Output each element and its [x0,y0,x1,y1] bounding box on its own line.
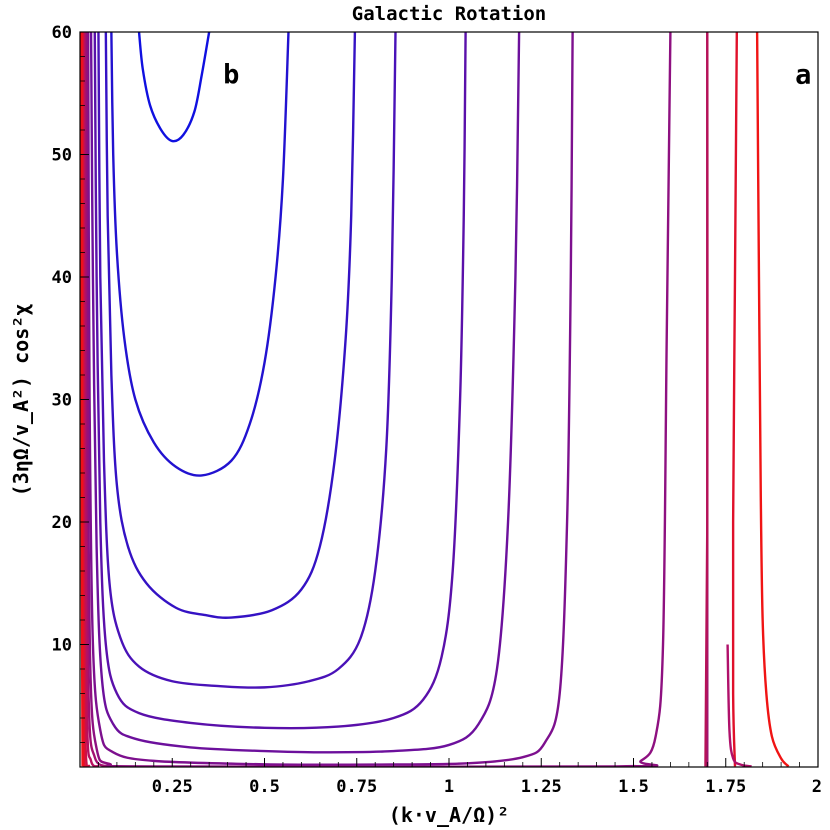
contour-line-13 [80,32,84,767]
contour-line-2 [110,32,290,477]
y-tick-label: 10 [52,636,72,656]
contour-line-4 [97,32,397,689]
contour-line-5 [93,32,467,730]
y-tick-label: 60 [52,23,72,43]
contour-line-1 [137,32,211,143]
x-tick-label: 1.75 [705,777,746,797]
y-tick-label: 40 [52,268,72,288]
contour-curves [80,32,790,767]
contour-line-6 [89,32,521,754]
x-axis-label: (k·v_A/Ω)² [389,803,509,827]
y-tick-label: 20 [52,513,72,533]
x-tick-label: 1 [444,777,454,797]
contour-line-3 [104,32,357,619]
x-tick-label: 1.25 [521,777,562,797]
curve-label-a: a [795,59,811,90]
contour-line-9 [83,32,107,767]
x-tick-label: 1.5 [618,777,649,797]
contour-line-17 [755,32,790,767]
y-tick-label: 30 [52,391,72,411]
x-tick-label: 0.25 [152,777,193,797]
y-axis: 10 20 30 40 50 60 [52,23,89,743]
contour-line-15 [731,32,739,767]
contour-line-18 [726,644,752,767]
x-tick-label: 0.5 [249,777,280,797]
y-axis-label: (3ηΩ/v_A²) cos²χ [9,304,33,497]
chart-title: Galactic Rotation [352,3,546,25]
x-axis: 0.25 0.5 0.75 1 1.25 1.5 1.75 2 [98,758,822,797]
y-tick-label: 50 [52,146,72,166]
x-tick-label: 0.75 [336,777,377,797]
x-tick-label: 2 [812,777,822,797]
contour-line-16 [704,32,709,767]
curve-label-b: b [223,59,239,90]
contour-line-7 [86,32,574,766]
